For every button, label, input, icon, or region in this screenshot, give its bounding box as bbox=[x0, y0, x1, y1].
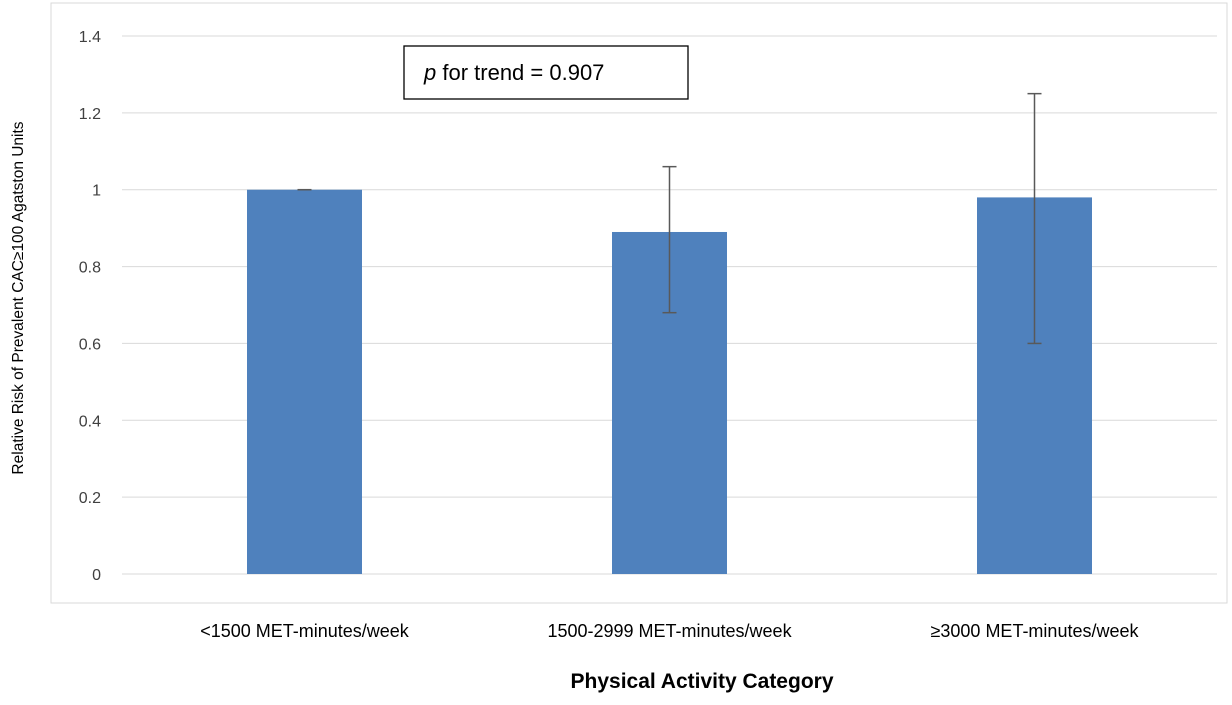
x-tick-labels: <1500 MET-minutes/week 1500-2999 MET-minu… bbox=[200, 621, 1139, 641]
error-bars bbox=[297, 92, 1042, 345]
trend-annotation: p for trend = 0.907 bbox=[403, 45, 689, 100]
x-tick-label: <1500 MET-minutes/week bbox=[200, 621, 410, 641]
annotation-text: p for trend = 0.907 bbox=[423, 60, 604, 85]
y-tick-label: 0.2 bbox=[79, 490, 101, 507]
y-tick-label: 1 bbox=[92, 183, 101, 200]
y-tick-label: 0.6 bbox=[79, 336, 101, 353]
x-tick-label: ≥3000 MET-minutes/week bbox=[931, 621, 1140, 641]
annotation-p: p bbox=[423, 60, 436, 85]
y-tick-labels: 0 0.2 0.4 0.6 0.8 1 1.2 1.4 bbox=[79, 29, 101, 584]
y-tick-label: 0 bbox=[92, 567, 101, 584]
y-tick-label: 0.8 bbox=[79, 260, 101, 277]
annotation-rest: for trend = 0.907 bbox=[436, 60, 604, 85]
x-axis-label: Physical Activity Category bbox=[571, 670, 834, 693]
bar bbox=[247, 189, 362, 574]
annotation-box bbox=[403, 45, 689, 100]
y-tick-label: 1.4 bbox=[79, 29, 101, 46]
y-tick-label: 1.2 bbox=[79, 106, 101, 123]
y-axis-label: Relative Risk of Prevalent CAC≥100 Agats… bbox=[10, 121, 27, 474]
x-tick-label: 1500-2999 MET-minutes/week bbox=[547, 621, 792, 641]
y-tick-label: 0.4 bbox=[79, 413, 101, 430]
